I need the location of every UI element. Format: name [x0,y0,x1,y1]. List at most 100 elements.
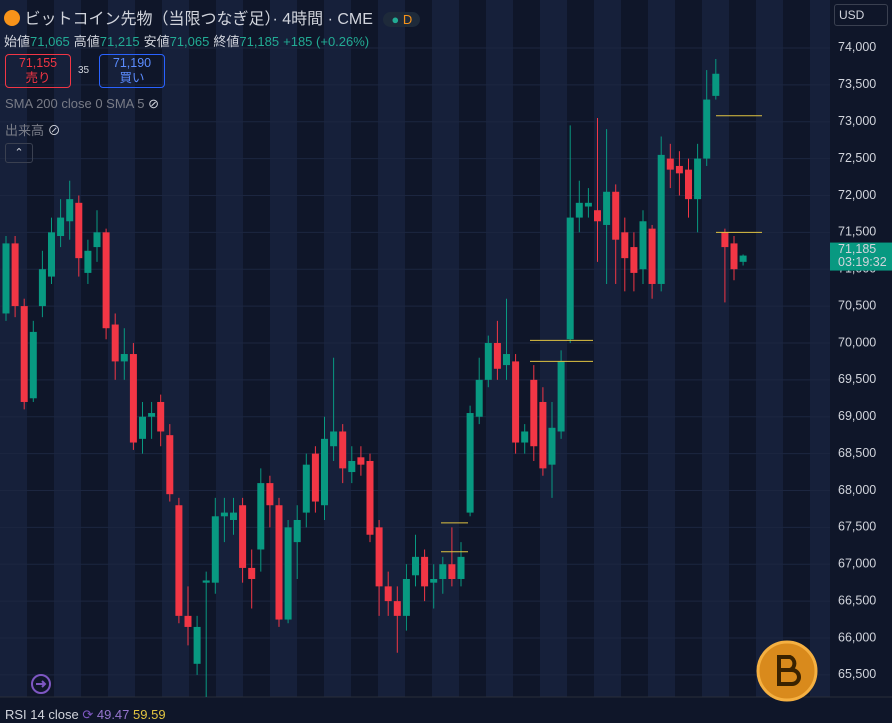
candle-body [466,413,474,513]
candle-body [675,165,683,174]
session-band [270,0,297,697]
candle-body [48,232,55,277]
replay-arrow [36,680,47,688]
candle-body [603,191,611,225]
candle-body [375,527,383,587]
candle-body [321,438,328,506]
candle-body [612,191,620,240]
candle-body [29,331,37,399]
candle-body [503,354,510,366]
candle-body [211,516,219,583]
ohlc-label: 始値 [4,34,31,49]
candle-body [475,379,483,417]
title: ビットコイン先物（当限つなぎ足）· 4時間 · CME [24,11,373,28]
candle-body [302,464,310,513]
candle-body [430,578,438,583]
session-band [432,0,459,697]
candle-body [566,217,574,340]
sell-price: 71,155 [18,56,58,70]
candle-body [648,228,656,284]
candle-body [548,427,556,465]
ohlc-value: 71,065 [30,34,70,49]
candle-body [93,232,101,248]
candle-body [184,615,192,627]
candle-body [575,202,583,218]
last-price-label: 71,185 [838,242,876,256]
y-tick-label: 65,500 [838,667,876,681]
candle-body [38,269,46,307]
candle-body [639,221,647,270]
candle-body [739,255,747,262]
y-tick-label: 66,000 [838,630,876,644]
candle-body [175,505,183,616]
collapse-button[interactable]: ⌃ [5,143,33,163]
y-tick-label: 72,500 [838,151,876,165]
candle-body [630,247,638,273]
last-price-tag [830,242,892,271]
candle-body [439,564,447,579]
candle-body [384,586,392,602]
session-band [756,0,783,697]
candle-body [193,626,201,664]
indicator: 出来高 ⊘ [5,123,61,138]
badge-text: D [402,12,413,27]
buy-button[interactable]: 71,190 買い [99,54,165,88]
coin-glyph [777,655,801,686]
ohlc-label: 高値 [73,34,100,49]
rsi-value: 59.59 [133,707,166,722]
y-tick-label: 70,000 [838,335,876,349]
candle-body [202,580,210,583]
candle-body [248,567,256,579]
candle-body [357,457,365,465]
currency[interactable]: USD [834,4,888,26]
candle-body [84,250,92,273]
ohlc-label: 安値 [143,34,170,49]
candle-body [66,199,74,222]
candle-body [685,169,692,200]
y-tick-label: 73,000 [838,114,876,128]
y-tick-label: 71,500 [838,225,876,239]
candle-body [530,379,538,447]
candle-body [139,416,146,439]
y-tick-label: 67,500 [838,520,876,534]
y-tick-label: 73,500 [838,77,876,91]
candle-body [284,527,292,620]
candle-body [621,232,629,259]
axis-bg [830,0,892,721]
candle-body [129,354,137,443]
candle-body [539,401,547,469]
ohlc-value: 71,065 [169,34,210,49]
coin-icon [4,10,20,26]
session-band [648,0,675,697]
candle-body [293,519,301,543]
candle-body [448,564,456,579]
indicator: SMA 200 close 0 SMA 5 ⊘ [5,96,159,111]
sell-label: 売り [25,71,51,85]
candle-body [275,505,283,620]
sell-button[interactable]: 71,155 売り [5,54,71,88]
candle-body [102,232,110,329]
y-tick-label: 70,500 [838,298,876,312]
candle-body [11,243,19,307]
candle-body [594,210,601,222]
candle-body [657,154,665,284]
title-row: ビットコイン先物（当限つなぎ足）· 4時間 · CME ● D [4,5,421,29]
candle-body [493,342,501,369]
y-tick-label: 69,000 [838,409,876,423]
y-tick-label: 68,500 [838,446,876,460]
candle-body [694,158,702,200]
badge: ● D [383,12,421,27]
y-tick-label: 72,000 [838,188,876,202]
candle-body [75,202,83,259]
candle-body [712,73,720,96]
y-tick-label: 68,000 [838,483,876,497]
candle-body [557,361,565,432]
buy-label: 買い [119,71,145,85]
indicator-label: 出来高 [5,123,45,138]
candle-body [721,232,729,248]
candle-body [2,243,10,314]
candle-body [311,453,319,502]
candle-body [230,512,237,520]
ohlc-value: 71,215 [99,34,140,49]
